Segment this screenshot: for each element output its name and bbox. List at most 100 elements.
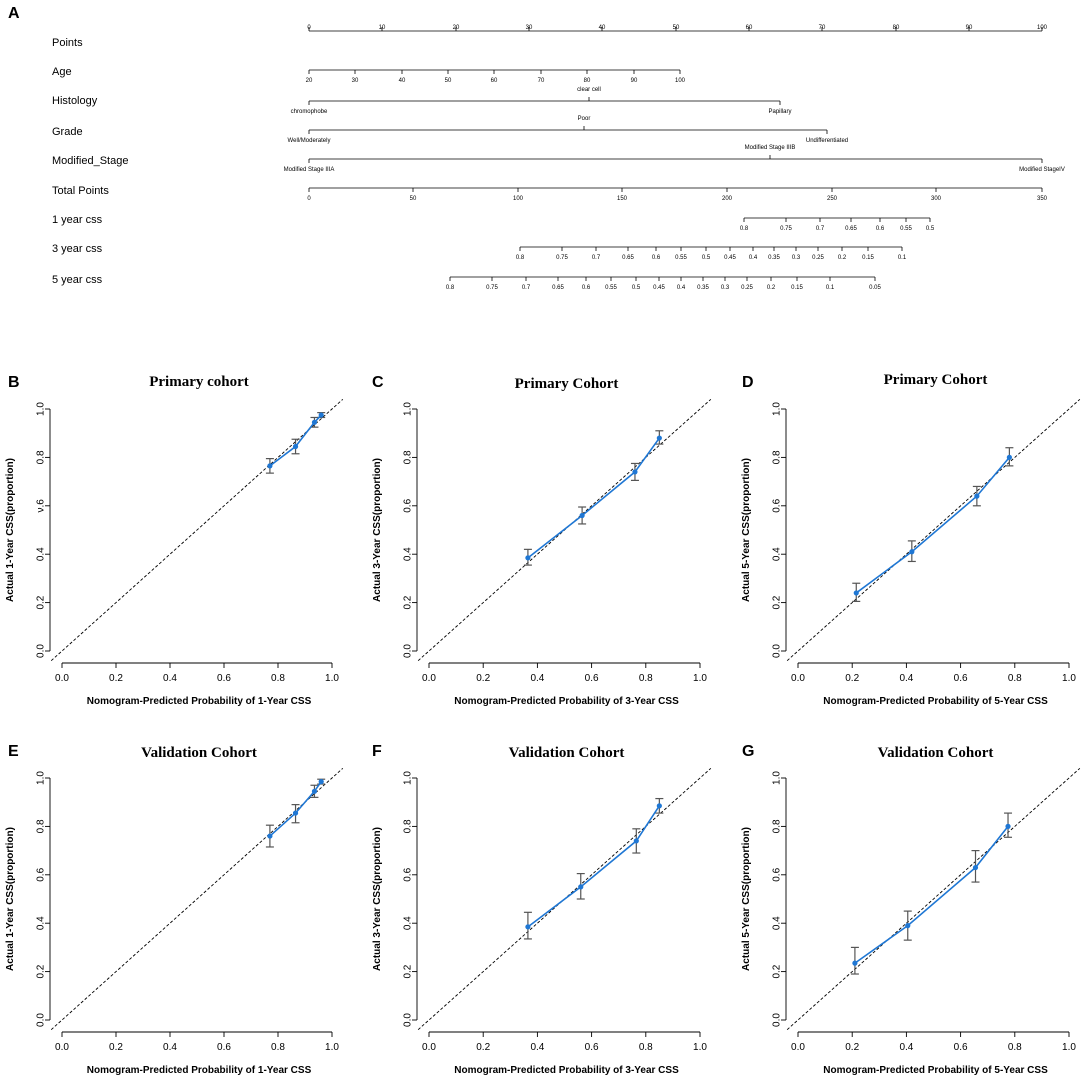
calibration-plot-f: F Validation Cohort 0.0 0.2 0.4 0.6 0.8 1.0 0.0 0…	[372, 743, 712, 1076]
nomogram-tick-label: 0.75	[556, 255, 568, 261]
y-tick-label: 0.8	[403, 819, 414, 833]
y-tick-label: 0.0	[772, 644, 783, 658]
reference-diagonal-line	[786, 398, 1081, 662]
nomogram-tick-label: 0.8	[446, 285, 455, 291]
calibration-point	[853, 590, 859, 596]
calibration-point	[267, 463, 273, 469]
nomogram-row-grade: Grade Well/Moderately Poor Undifferentiated	[52, 116, 848, 144]
nomogram-tick-label: 60	[491, 78, 498, 84]
nomogram-tick-label: 0.4	[749, 255, 758, 261]
nomogram-tick-label: 0.1	[826, 285, 835, 291]
x-tick-label: 0.2	[476, 1042, 490, 1053]
calibration-series-line	[527, 437, 660, 559]
panel-letter-b: B	[8, 374, 20, 391]
y-tick-label: 0.0	[403, 644, 414, 658]
nomogram-tick-label: 60	[746, 25, 753, 31]
calibration-point	[267, 833, 273, 839]
nomogram-row-label: Grade	[52, 126, 83, 138]
nomogram-tick-label: 100	[1037, 25, 1048, 31]
calibration-point	[311, 788, 318, 794]
nomogram-tick-label: 0.8	[516, 255, 525, 261]
nomogram-tick-label: 0.6	[652, 255, 661, 261]
nomogram-tick-label: 0.3	[721, 285, 730, 291]
x-tick-label: 0.0	[791, 673, 805, 684]
nomogram-tick-label: Papillary	[768, 109, 791, 115]
nomogram-tick-label: 0.6	[876, 226, 885, 232]
nomogram-tick-label: 200	[722, 196, 733, 202]
y-tick-label: 0.4	[403, 547, 414, 561]
nomogram-tick-label: 70	[819, 25, 826, 31]
nomogram-tick-label: 0.7	[592, 255, 601, 261]
nomogram-tick-label: 40	[599, 25, 606, 31]
reference-diagonal-line	[50, 398, 344, 662]
calibration-plot-c: C Primary Cohort 0.0 0.2 0.4 0.6 0.8 1.0 0.0 0.2 0…	[372, 374, 712, 707]
y-tick-label: 0.2	[36, 964, 47, 978]
x-tick-label: 0.4	[530, 1042, 544, 1053]
y-tick-label: 0.6	[403, 867, 414, 881]
calibration-plots: B Primary cohort 0.0 0.2 0.4 0.6 0.8 1.0 0.0 0.2 0…	[5, 372, 1081, 1076]
nomogram-tick-label: 30	[526, 25, 533, 31]
y-tick-label: 0.0	[772, 1013, 783, 1027]
x-tick-label: 0.0	[422, 1042, 436, 1053]
nomogram-panel: A Points 0 10 20 30 40 50 60 70 80 90 100 Age 20 30 40 5…	[8, 5, 1065, 291]
calibration-series-line	[855, 456, 1010, 594]
y-tick-label: 0.6	[772, 867, 783, 881]
nomogram-tick-label: 0.35	[768, 255, 780, 261]
y-axis-label: Actual 3-Year CSS(proportion)	[372, 827, 383, 971]
calibration-point	[1006, 454, 1012, 460]
nomogram-tick-label: 20	[453, 25, 460, 31]
nomogram-row-3-year-css: 3 year css 0.8 0.75 0.7 0.65 0.6 0.55 0.5 0.45 0.…	[52, 243, 907, 261]
nomogram-tick-label: chromophobe	[291, 109, 328, 115]
plot-title: Validation Cohort	[141, 745, 257, 761]
calibration-point	[656, 803, 662, 809]
x-tick-label: 0.6	[954, 673, 968, 684]
calibration-point	[852, 960, 858, 966]
nomogram-tick-label: 70	[538, 78, 545, 84]
nomogram-tick-label: 0.75	[780, 226, 792, 232]
y-tick-label: 1.0	[772, 771, 783, 785]
y-tick-label: 1.0	[36, 402, 47, 416]
y-tick-label: 0.4	[772, 916, 783, 930]
x-tick-label: 0.4	[899, 673, 913, 684]
x-tick-label: 0.4	[530, 673, 544, 684]
x-tick-label: 0.2	[845, 673, 859, 684]
x-tick-label: 0.4	[899, 1042, 913, 1053]
nomogram-tick-label: 80	[584, 78, 591, 84]
nomogram-tick-label: 0.5	[702, 255, 711, 261]
reference-diagonal-line	[786, 767, 1081, 1031]
x-tick-label: 0.2	[845, 1042, 859, 1053]
x-tick-label: 1.0	[693, 1042, 707, 1053]
x-axis-label: Nomogram-Predicted Probability of 1-Year…	[87, 696, 312, 707]
nomogram-tick-label: clear cell	[577, 87, 601, 93]
y-tick-label: 0.6	[772, 498, 783, 512]
nomogram-tick-label: 90	[966, 25, 973, 31]
nomogram-tick-label: 0.55	[605, 285, 617, 291]
x-tick-label: 0.8	[1008, 1042, 1022, 1053]
nomogram-row-label: Points	[52, 37, 83, 49]
x-tick-label: 0.8	[1008, 673, 1022, 684]
nomogram-row-age: Age 20 30 40 50 60 70 80 90 100	[52, 66, 686, 84]
plot-title: Primary Cohort	[884, 372, 988, 388]
calibration-series-line	[269, 781, 322, 837]
calibration-point	[579, 512, 585, 519]
x-tick-label: 0.2	[109, 1042, 123, 1053]
reference-diagonal-line	[50, 767, 344, 1031]
x-axis-label: Nomogram-Predicted Probability of 3-Year…	[454, 696, 679, 707]
nomogram-tick-label: 0.25	[812, 255, 824, 261]
y-tick-label: 0.4	[772, 547, 783, 561]
x-tick-label: 0.6	[585, 1042, 599, 1053]
nomogram-tick-label: 0.65	[845, 226, 857, 232]
y-tick-label: 1.0	[403, 771, 414, 785]
y-tick-label: 0.4	[36, 916, 47, 930]
y-tick-label: 0.4	[36, 547, 47, 561]
calibration-point	[311, 419, 318, 425]
x-tick-label: 0.8	[271, 1042, 285, 1053]
y-tick-label: 0.2	[403, 964, 414, 978]
nomogram-tick-label: 40	[399, 78, 406, 84]
calibration-point	[318, 779, 324, 785]
nomogram-tick-label: 0.7	[522, 285, 531, 291]
nomogram-row-label: 3 year css	[52, 243, 103, 255]
nomogram-tick-label: 0.15	[862, 255, 874, 261]
nomogram-row-histology: Histology chromophobe clear cell Papillary	[52, 87, 792, 115]
y-axis-label: Actual 1-Year CSS(proportion)	[5, 827, 16, 971]
